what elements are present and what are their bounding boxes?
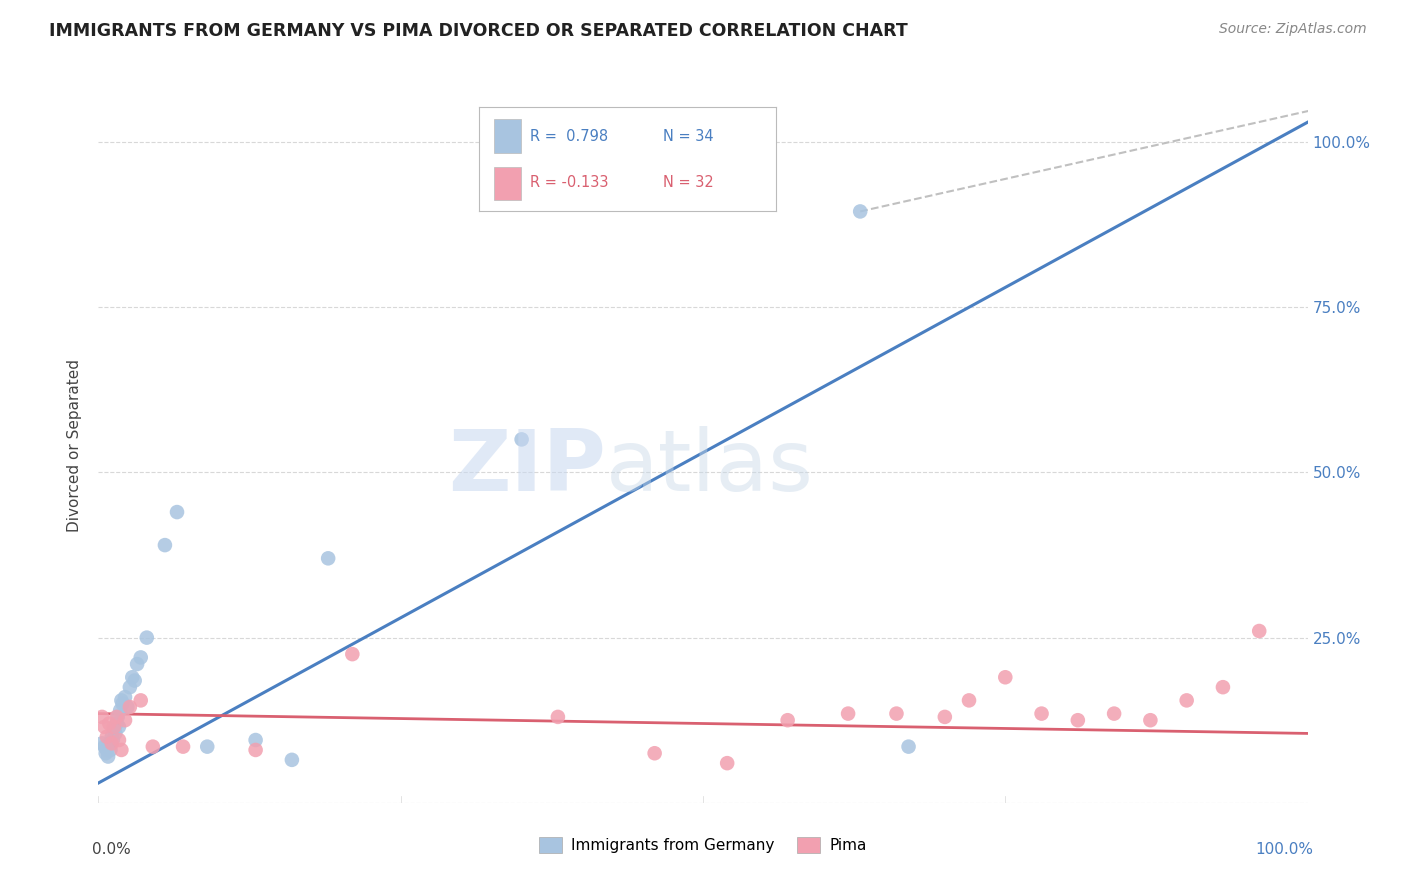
Point — [957, 693, 980, 707]
Point — [118, 680, 141, 694]
Point — [107, 710, 129, 724]
Point — [886, 706, 908, 721]
Point — [172, 739, 194, 754]
Legend: Immigrants from Germany, Pima: Immigrants from Germany, Pima — [533, 831, 873, 859]
Point — [837, 706, 859, 721]
Text: Source: ZipAtlas.com: Source: ZipAtlas.com — [1219, 22, 1367, 37]
Point — [245, 743, 267, 757]
Point — [104, 726, 127, 740]
Text: atlas: atlas — [606, 425, 814, 509]
Point — [1102, 706, 1125, 721]
Point — [100, 730, 122, 744]
Point — [108, 703, 131, 717]
Point — [153, 538, 176, 552]
Point — [91, 736, 114, 750]
Point — [281, 753, 304, 767]
Point — [117, 700, 139, 714]
Point — [342, 647, 364, 661]
Point — [547, 710, 569, 724]
Text: 0.0%: 0.0% — [93, 842, 131, 857]
Text: 100.0%: 100.0% — [1256, 842, 1313, 857]
Point — [127, 657, 149, 671]
Point — [1139, 713, 1161, 727]
Point — [1249, 624, 1271, 638]
Point — [93, 739, 115, 754]
Point — [121, 670, 143, 684]
Point — [129, 693, 152, 707]
Point — [897, 739, 920, 754]
Point — [1175, 693, 1198, 707]
Point — [108, 720, 131, 734]
Point — [100, 736, 122, 750]
Point — [97, 749, 120, 764]
Point — [716, 756, 738, 771]
Point — [849, 204, 872, 219]
Point — [96, 743, 118, 757]
Point — [105, 716, 128, 731]
Point — [135, 631, 157, 645]
Point — [1031, 706, 1053, 721]
Point — [776, 713, 799, 727]
Point — [94, 746, 117, 760]
Y-axis label: Divorced or Separated: Divorced or Separated — [67, 359, 83, 533]
Point — [96, 730, 118, 744]
Point — [994, 670, 1017, 684]
Point — [510, 433, 533, 447]
Point — [124, 673, 146, 688]
Text: ZIP: ZIP — [449, 425, 606, 509]
Point — [105, 710, 128, 724]
Point — [118, 700, 141, 714]
Point — [100, 743, 122, 757]
Point — [195, 739, 218, 754]
Point — [93, 720, 115, 734]
Point — [316, 551, 339, 566]
Point — [644, 746, 666, 760]
Point — [108, 733, 131, 747]
Point — [110, 743, 132, 757]
Point — [110, 693, 132, 707]
Point — [101, 733, 124, 747]
Point — [114, 690, 136, 704]
Point — [245, 733, 267, 747]
Point — [91, 710, 114, 724]
Point — [1067, 713, 1090, 727]
Point — [142, 739, 165, 754]
Point — [114, 713, 136, 727]
Point — [98, 736, 121, 750]
Point — [103, 720, 125, 734]
Point — [98, 716, 121, 731]
Point — [129, 650, 152, 665]
Point — [1212, 680, 1234, 694]
Point — [934, 710, 956, 724]
Point — [111, 697, 134, 711]
Text: IMMIGRANTS FROM GERMANY VS PIMA DIVORCED OR SEPARATED CORRELATION CHART: IMMIGRANTS FROM GERMANY VS PIMA DIVORCED… — [49, 22, 908, 40]
Point — [103, 723, 125, 738]
Point — [166, 505, 188, 519]
